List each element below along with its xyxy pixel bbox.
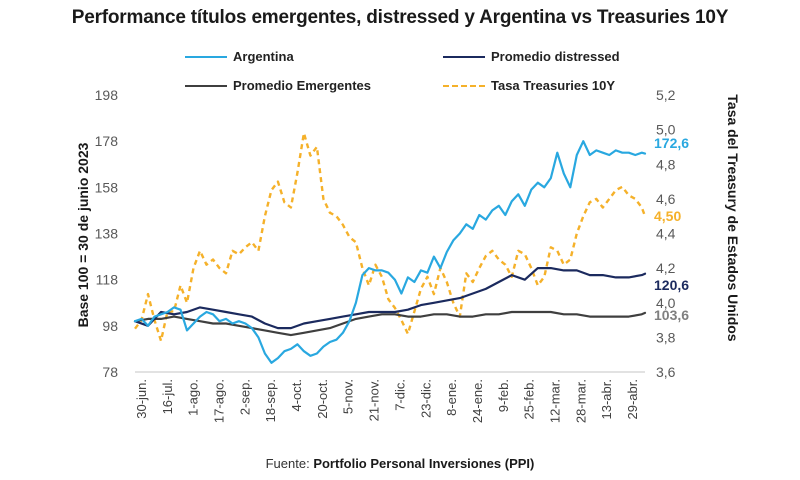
y2-tick-label: 3,8	[656, 329, 676, 345]
series-line-argentina	[133, 140, 647, 364]
legend-item-distressed: Promedio distressed	[443, 49, 620, 64]
y2-tick-label: 3,6	[656, 364, 676, 380]
end-label-promedio-emergentes: 103,6	[654, 307, 689, 323]
x-tick-label: 20-oct.	[315, 379, 330, 419]
source-name: Portfolio Personal Inversiones (PPI)	[313, 456, 535, 471]
x-tick-label: 8-ene.	[444, 379, 459, 416]
chart-source: Fuente: Portfolio Personal Inversiones (…	[0, 456, 800, 471]
series-line-promedio-emergentes	[133, 310, 647, 337]
x-tick-label: 4-oct.	[289, 379, 304, 412]
source-prefix: Fuente:	[265, 456, 314, 471]
y2-tick-label: 4,8	[656, 156, 676, 172]
x-tick-label: 29-abr.	[625, 379, 640, 419]
legend-swatch-emergentes	[185, 84, 227, 87]
x-tick-label: 12-mar.	[547, 379, 562, 423]
x-tick-label: 7-dic.	[392, 379, 407, 411]
legend-swatch-argentina	[185, 55, 227, 58]
x-tick-label: 13-abr.	[599, 379, 614, 419]
x-tick-label: 24-ene.	[470, 379, 485, 423]
x-tick-label: 30-jun.	[134, 379, 149, 419]
x-tick-label: 1-ago.	[186, 379, 201, 416]
x-tick-label: 28-mar.	[573, 379, 588, 423]
legend-swatch-treasuries	[443, 84, 485, 87]
legend-item-emergentes: Promedio Emergentes	[185, 78, 371, 93]
series-line-tasa-treasuries-10y	[134, 131, 647, 342]
legend-label-distressed: Promedio distressed	[491, 49, 620, 64]
end-label-argentina: 172,6	[654, 135, 689, 151]
x-tick-label: 16-jul.	[160, 379, 175, 414]
y2-tick-label: 4,0	[656, 295, 676, 311]
end-label-promedio-distressed: 120,6	[654, 277, 689, 293]
y-tick-label: 178	[95, 133, 119, 149]
y-tick-label: 78	[102, 364, 118, 380]
series-line-promedio-distressed	[133, 267, 647, 330]
x-tick-label: 9-feb.	[496, 379, 511, 412]
x-tick-label: 2-sep.	[237, 379, 252, 415]
y2-tick-label: 4,6	[656, 191, 676, 207]
y-tick-label: 98	[102, 318, 118, 334]
x-tick-label: 18-sep.	[263, 379, 278, 422]
y-tick-label: 138	[95, 226, 119, 242]
chart-title: Performance títulos emergentes, distress…	[71, 7, 729, 28]
x-tick-label: 5-nov.	[341, 379, 356, 414]
x-tick-label: 25-feb.	[522, 379, 537, 419]
y2-tick-label: 4,2	[656, 260, 676, 276]
legend-item-treasuries: Tasa Treasuries 10Y	[443, 78, 615, 93]
x-tick-label: 21-nov.	[367, 379, 382, 421]
legend-item-argentina: Argentina	[185, 49, 294, 64]
legend-label-argentina: Argentina	[233, 49, 294, 64]
x-tick-label: 23-dic.	[418, 379, 433, 418]
y-axis-label: Base 100 = 30 de junio 2023	[75, 142, 91, 327]
y2-tick-label: 5,2	[656, 87, 676, 103]
y-tick-label: 198	[95, 87, 119, 103]
y2-tick-label: 5,0	[656, 122, 676, 138]
end-label-tasa-treasuries-10y: 4,50	[654, 208, 681, 224]
y-tick-label: 158	[95, 179, 119, 195]
legend-label-emergentes: Promedio Emergentes	[233, 78, 371, 93]
y-tick-label: 118	[96, 272, 119, 288]
x-tick-label: 17-ago.	[212, 379, 227, 423]
y2-tick-label: 4,4	[656, 226, 676, 242]
legend-swatch-distressed	[443, 55, 485, 58]
y2-axis-label: Tasa del Treasury de Estados Unidos	[725, 94, 741, 341]
legend-label-treasuries: Tasa Treasuries 10Y	[491, 78, 616, 93]
